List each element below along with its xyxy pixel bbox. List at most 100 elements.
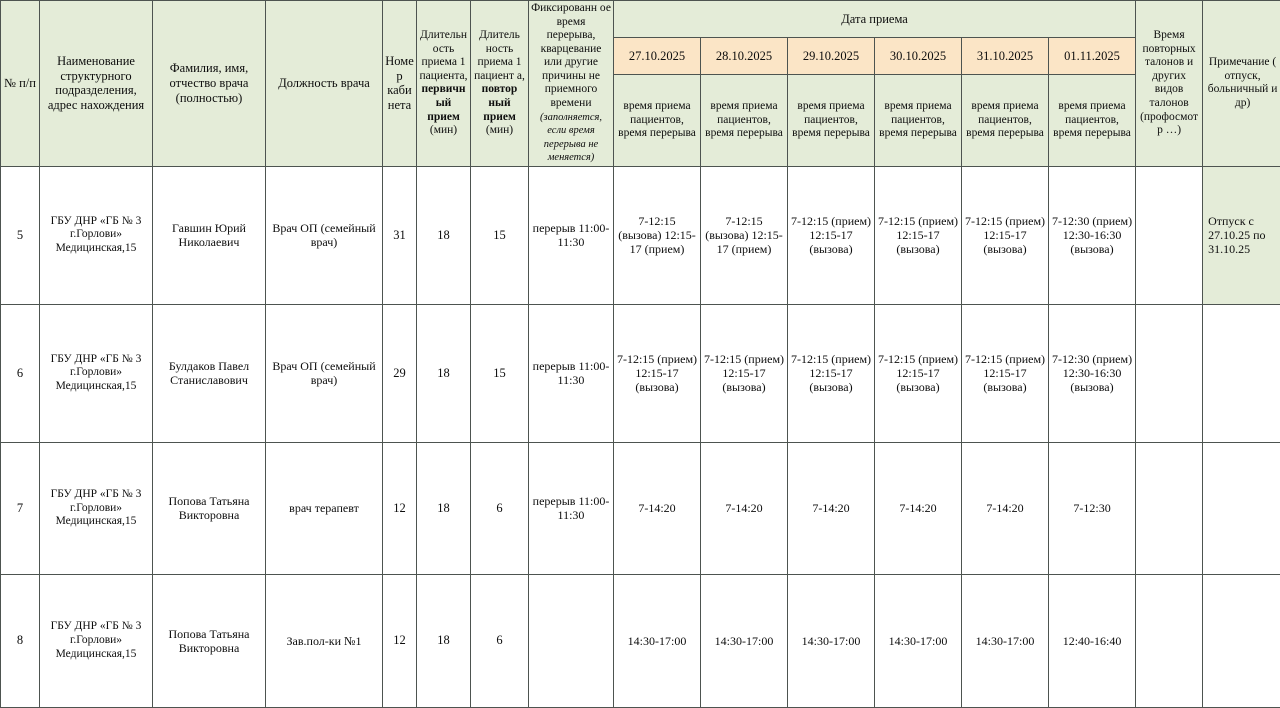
header-date-3: 29.10.2025 xyxy=(788,38,875,75)
cell-duration-repeat: 6 xyxy=(471,442,529,575)
header-date-1: 27.10.2025 xyxy=(614,38,701,75)
break-header-text: Фиксированн ое время перерыва, кварцеван… xyxy=(531,2,611,109)
cell-organization: ГБУ ДНР «ГБ № 3 г.Горлови» Медицинская,1… xyxy=(40,304,153,442)
cell-room: 12 xyxy=(383,575,417,708)
duration-primary-line1: Длительн ость приема 1 пациента, xyxy=(420,29,468,82)
cell-schedule-6: 7-12:30 (прием) 12:30-16:30 (вызова) xyxy=(1049,166,1136,304)
duration-repeat-line1: Длитель ность приема 1 пациент а, xyxy=(474,29,525,82)
cell-schedule-2: 7-12:15 (прием) 12:15-17 (вызова) xyxy=(701,304,788,442)
cell-schedule-5: 14:30-17:00 xyxy=(962,575,1049,708)
cell-schedule-4: 7-12:15 (прием) 12:15-17 (вызова) xyxy=(875,304,962,442)
cell-position: врач терапевт xyxy=(266,442,383,575)
table-row[interactable]: 7 ГБУ ДНР «ГБ № 3 г.Горлови» Медицинская… xyxy=(1,442,1280,575)
cell-schedule-6: 7-12:30 xyxy=(1049,442,1136,575)
cell-organization: ГБУ ДНР «ГБ № 3 г.Горлови» Медицинская,1… xyxy=(40,442,153,575)
cell-fio: Попова Татьяна Викторовна xyxy=(153,442,266,575)
cell-schedule-3: 14:30-17:00 xyxy=(788,575,875,708)
duration-repeat-unit: (мин) xyxy=(486,124,513,136)
cell-position: Врач ОП (семейный врач) xyxy=(266,304,383,442)
cell-talons xyxy=(1136,575,1203,708)
cell-schedule-3: 7-12:15 (прием) 12:15-17 (вызова) xyxy=(788,304,875,442)
cell-duration-repeat: 6 xyxy=(471,575,529,708)
cell-break: перерыв 11:00-11:30 xyxy=(529,304,614,442)
duration-primary-unit: (мин) xyxy=(430,124,457,136)
cell-schedule-2: 7-12:15 (вызова) 12:15-17 (прием) xyxy=(701,166,788,304)
cell-schedule-4: 7-12:15 (прием) 12:15-17 (вызова) xyxy=(875,166,962,304)
header-cell-note: Примечание ( отпуск, больничный и др) xyxy=(1203,1,1280,167)
table-row[interactable]: 8 ГБУ ДНР «ГБ № 3 г.Горлови» Медицинская… xyxy=(1,575,1280,708)
cell-room: 29 xyxy=(383,304,417,442)
cell-duration-primary: 18 xyxy=(417,575,471,708)
cell-organization: ГБУ ДНР «ГБ № 3 г.Горлови» Медицинская,1… xyxy=(40,575,153,708)
talons-header-note: (профосмотр …) xyxy=(1140,111,1198,137)
cell-schedule-6: 7-12:30 (прием) 12:30-16:30 (вызова) xyxy=(1049,304,1136,442)
cell-schedule-5: 7-12:15 (прием) 12:15-17 (вызова) xyxy=(962,304,1049,442)
cell-number: 8 xyxy=(1,575,40,708)
cell-schedule-5: 7-14:20 xyxy=(962,442,1049,575)
cell-note xyxy=(1203,575,1280,708)
cell-number: 6 xyxy=(1,304,40,442)
cell-number: 7 xyxy=(1,442,40,575)
cell-note xyxy=(1203,304,1280,442)
header-date-6: 01.11.2025 xyxy=(1049,38,1136,75)
header-cell-talons: Время повторных талонов и других видов т… xyxy=(1136,1,1203,167)
cell-fio: Булдаков Павел Станиславович xyxy=(153,304,266,442)
header-cell-date-group: Дата приема xyxy=(614,1,1136,38)
header-date-5: 31.10.2025 xyxy=(962,38,1049,75)
header-date-sub-3: время приема пациентов, время перерыва xyxy=(788,75,875,166)
header-date-sub-4: время приема пациентов, время перерыва xyxy=(875,75,962,166)
cell-schedule-1: 14:30-17:00 xyxy=(614,575,701,708)
duration-primary-bold: первичн ый прием xyxy=(421,83,465,122)
table-header: № п/п Наименование структурного подразде… xyxy=(1,1,1280,167)
cell-break xyxy=(529,575,614,708)
table-row[interactable]: 6 ГБУ ДНР «ГБ № 3 г.Горлови» Медицинская… xyxy=(1,304,1280,442)
cell-talons xyxy=(1136,166,1203,304)
header-cell-duration-primary: Длительн ость приема 1 пациента, первичн… xyxy=(417,1,471,167)
cell-break: перерыв 11:00-11:30 xyxy=(529,442,614,575)
cell-position: Зав.пол-ки №1 xyxy=(266,575,383,708)
header-date-sub-1: время приема пациентов, время перерыва xyxy=(614,75,701,166)
header-date-2: 28.10.2025 xyxy=(701,38,788,75)
cell-schedule-4: 14:30-17:00 xyxy=(875,575,962,708)
header-cell-fio: Фамилия, имя, отчество врача (полностью) xyxy=(153,1,266,167)
cell-schedule-1: 7-12:15 (вызова) 12:15-17 (прием) xyxy=(614,166,701,304)
cell-number: 5 xyxy=(1,166,40,304)
cell-room: 12 xyxy=(383,442,417,575)
cell-schedule-6: 12:40-16:40 xyxy=(1049,575,1136,708)
cell-duration-primary: 18 xyxy=(417,166,471,304)
cell-fio: Попова Татьяна Викторовна xyxy=(153,575,266,708)
cell-position: Врач ОП (семейный врач) xyxy=(266,166,383,304)
cell-schedule-3: 7-12:15 (прием) 12:15-17 (вызова) xyxy=(788,166,875,304)
cell-duration-primary: 18 xyxy=(417,442,471,575)
cell-duration-primary: 18 xyxy=(417,304,471,442)
header-cell-duration-repeat: Длитель ность приема 1 пациент а, повтор… xyxy=(471,1,529,167)
cell-schedule-5: 7-12:15 (прием) 12:15-17 (вызова) xyxy=(962,166,1049,304)
cell-talons xyxy=(1136,304,1203,442)
cell-note xyxy=(1203,442,1280,575)
cell-schedule-3: 7-14:20 xyxy=(788,442,875,575)
cell-fio: Гавшин Юрий Николаевич xyxy=(153,166,266,304)
table-row[interactable]: 5 ГБУ ДНР «ГБ № 3 г.Горлови» Медицинская… xyxy=(1,166,1280,304)
header-date-4: 30.10.2025 xyxy=(875,38,962,75)
cell-duration-repeat: 15 xyxy=(471,304,529,442)
cell-talons xyxy=(1136,442,1203,575)
header-cell-room: Номер кабинета xyxy=(383,1,417,167)
cell-schedule-1: 7-14:20 xyxy=(614,442,701,575)
header-cell-position: Должность врача xyxy=(266,1,383,167)
cell-note: Отпуск с 27.10.25 по 31.10.25 xyxy=(1203,166,1280,304)
header-cell-number: № п/п xyxy=(1,1,40,167)
cell-schedule-2: 7-14:20 xyxy=(701,442,788,575)
talons-header-text: Время повторных талонов и других видов т… xyxy=(1143,29,1196,109)
header-cell-break: Фиксированн ое время перерыва, кварцеван… xyxy=(529,1,614,167)
header-date-sub-6: время приема пациентов, время перерыва xyxy=(1049,75,1136,166)
header-row-group: № п/п Наименование структурного подразде… xyxy=(1,1,1280,38)
duration-repeat-bold: повтор ный прием xyxy=(482,83,518,122)
header-date-sub-2: время приема пациентов, время перерыва xyxy=(701,75,788,166)
table-body: 5 ГБУ ДНР «ГБ № 3 г.Горлови» Медицинская… xyxy=(1,166,1280,707)
cell-duration-repeat: 15 xyxy=(471,166,529,304)
cell-organization: ГБУ ДНР «ГБ № 3 г.Горлови» Медицинская,1… xyxy=(40,166,153,304)
cell-room: 31 xyxy=(383,166,417,304)
break-header-note: (заполняется, если время перерыва не мен… xyxy=(540,112,602,164)
cell-schedule-4: 7-14:20 xyxy=(875,442,962,575)
